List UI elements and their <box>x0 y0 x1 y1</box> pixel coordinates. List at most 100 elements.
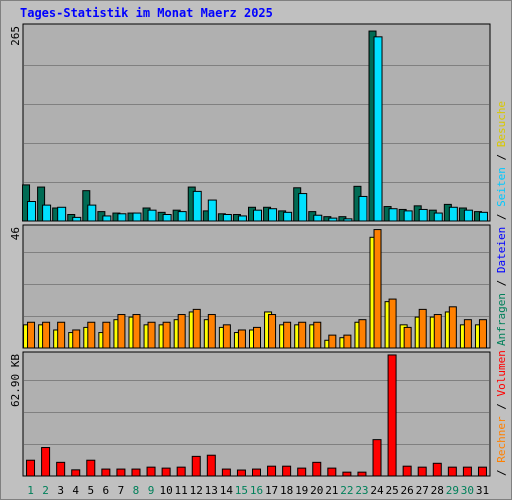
x-tick-label: 21 <box>325 484 338 497</box>
legend-entry: Volumen <box>495 350 508 403</box>
bar-rechner-24 <box>373 229 382 349</box>
bar-rechner-26 <box>403 326 412 349</box>
bar-rechner-2 <box>42 321 51 349</box>
x-tick-label: 16 <box>250 484 263 497</box>
x-tick-label: 24 <box>370 484 384 497</box>
legend-entry: Besuche <box>495 101 508 154</box>
bar-rechner-7 <box>117 314 126 349</box>
bar-rechner-27 <box>418 308 427 349</box>
bar-dateien-19 <box>298 193 308 222</box>
bar-rechner-31 <box>478 319 487 349</box>
bar-rechner-29 <box>448 306 457 349</box>
bar-volumen-1 <box>26 459 36 477</box>
bar-rechner-17 <box>268 314 277 349</box>
bar-volumen-13 <box>206 454 216 477</box>
bar-rechner-3 <box>57 321 66 349</box>
x-tick-label: 14 <box>220 484 234 497</box>
bar-dateien-5 <box>87 204 97 222</box>
bar-rechner-14 <box>222 324 231 349</box>
bar-dateien-6 <box>102 215 112 222</box>
bar-rechner-22 <box>343 334 352 349</box>
bar-dateien-13 <box>207 199 217 222</box>
bar-dateien-16 <box>253 209 262 222</box>
bar-volumen-5 <box>86 459 96 477</box>
x-tick-label: 12 <box>190 484 203 497</box>
bar-dateien-30 <box>463 209 473 222</box>
bar-volumen-25 <box>387 354 397 477</box>
y-max-label-bottom: 62.90 KB <box>9 354 22 407</box>
chart-title: Tages-Statistik im Monat Maerz 2025 <box>20 6 273 20</box>
bar-rechner-15 <box>237 329 246 349</box>
bar-dateien-26 <box>403 210 413 222</box>
bar-dateien-25 <box>388 208 398 222</box>
bar-rechner-23 <box>358 319 367 349</box>
bar-rechner-11 <box>177 314 186 349</box>
bar-volumen-9 <box>146 466 156 477</box>
x-tick-label: 31 <box>476 484 489 497</box>
bar-volumen-16 <box>252 468 261 477</box>
bar-dateien-9 <box>147 209 157 222</box>
x-tick-label: 10 <box>159 484 172 497</box>
legend-entry: / <box>495 154 508 167</box>
bar-volumen-6 <box>101 468 111 477</box>
x-tick-label: 26 <box>401 484 414 497</box>
bar-volumen-27 <box>417 466 427 477</box>
x-tick-label: 27 <box>416 484 429 497</box>
legend-entry: / <box>495 214 508 227</box>
bar-rechner-1 <box>27 321 36 349</box>
x-tick-label: 8 <box>133 484 140 497</box>
bar-volumen-17 <box>267 465 277 477</box>
x-tick-label: 22 <box>340 484 353 497</box>
x-tick-label: 30 <box>461 484 474 497</box>
bar-rechner-9 <box>147 321 156 349</box>
bar-dateien-7 <box>117 213 127 222</box>
bar-rechner-25 <box>388 298 397 349</box>
bar-volumen-15 <box>236 469 246 477</box>
bar-volumen-19 <box>297 467 307 477</box>
x-tick-label: 29 <box>446 484 459 497</box>
x-tick-label: 18 <box>280 484 293 497</box>
bar-volumen-20 <box>312 461 322 477</box>
bar-rechner-13 <box>207 314 216 349</box>
plot-area-top <box>22 23 491 222</box>
bar-volumen-26 <box>402 465 412 477</box>
bar-dateien-8 <box>132 212 142 222</box>
x-tick-label: 4 <box>72 484 79 497</box>
bar-volumen-14 <box>221 468 231 477</box>
bar-volumen-30 <box>462 466 472 477</box>
x-tick-label: 20 <box>310 484 323 497</box>
bar-volumen-12 <box>191 455 201 477</box>
plot-area-bottom <box>22 351 491 477</box>
bar-dateien-27 <box>418 208 428 222</box>
x-tick-label: 13 <box>205 484 218 497</box>
bar-volumen-11 <box>176 466 186 477</box>
legend-entry: Anfragen <box>495 293 508 346</box>
bar-rechner-6 <box>102 321 111 349</box>
bar-dateien-4 <box>72 216 82 222</box>
bar-volumen-24 <box>372 439 382 477</box>
x-tick-label: 11 <box>175 484 188 497</box>
bar-volumen-22 <box>342 471 352 477</box>
bar-volumen-18 <box>282 465 292 477</box>
bar-dateien-29 <box>448 206 458 222</box>
x-tick-label: 15 <box>235 484 248 497</box>
legend-entry: Dateien <box>495 227 508 280</box>
bar-volumen-4 <box>71 469 81 477</box>
bar-dateien-20 <box>313 214 323 222</box>
bar-anfragen-2 <box>37 186 46 222</box>
bar-volumen-21 <box>327 467 337 477</box>
bar-dateien-24 <box>373 36 383 222</box>
legend-lower: / Rechner / Volumen <box>495 350 508 476</box>
x-tick-label: 1 <box>27 484 34 497</box>
bar-dateien-2 <box>42 204 52 222</box>
bar-dateien-11 <box>177 211 187 222</box>
x-tick-label: 3 <box>57 484 64 497</box>
y-max-label-top: 265 <box>9 26 22 46</box>
bar-rechner-5 <box>87 321 96 349</box>
x-tick-label: 7 <box>118 484 125 497</box>
bar-rechner-18 <box>283 321 292 349</box>
x-tick-label: 25 <box>385 484 398 497</box>
bar-dateien-23 <box>358 195 368 222</box>
bar-dateien-14 <box>222 214 232 222</box>
